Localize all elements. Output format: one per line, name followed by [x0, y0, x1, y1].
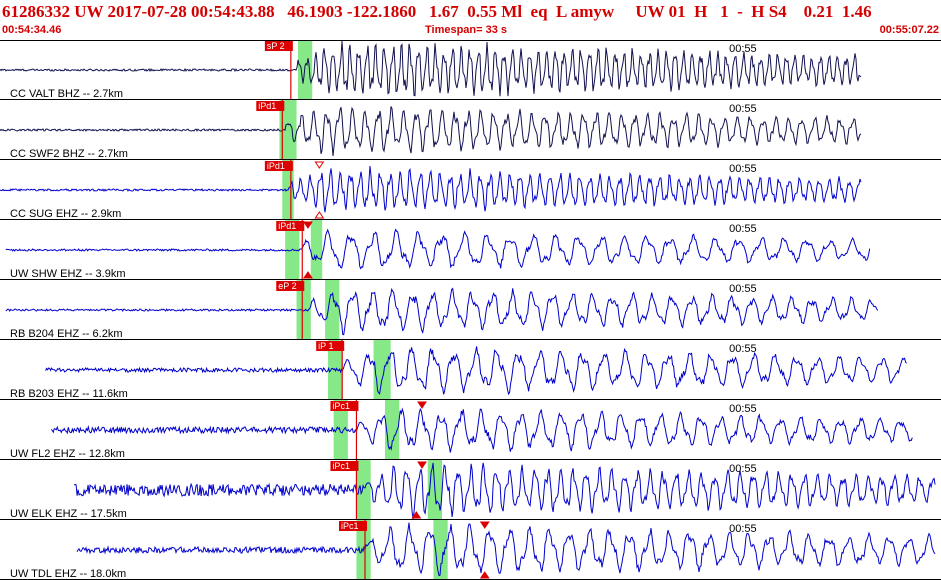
phase-pick-tag[interactable] [256, 101, 285, 111]
minute-tick-label: 00:55 [729, 43, 757, 55]
station-label: RB B203 EHZ -- 11.6km [10, 388, 128, 400]
phase-pick-label: iPc1 [332, 461, 350, 471]
phase-window-band [325, 280, 340, 340]
phase-window-band [373, 340, 391, 400]
phase-pick-tag[interactable] [330, 461, 359, 471]
start-time: 00:54:34.46 [2, 24, 62, 36]
station-label: UW TDL EHZ -- 18.0km [10, 568, 126, 580]
waveform-trace [5, 228, 871, 270]
minute-tick-label: 00:55 [729, 283, 757, 295]
phase-window-band [279, 100, 297, 160]
phase-pick-tag[interactable] [264, 41, 293, 51]
polarity-up-marker [411, 511, 422, 519]
station-label: RB B204 EHZ -- 6.2km [10, 328, 122, 340]
minute-tick-label: 00:55 [729, 523, 757, 535]
phase-window-band [296, 280, 311, 340]
waveform-trace [0, 106, 862, 157]
phase-pick-label: sP 2 [267, 41, 285, 51]
waveform-trace [5, 287, 879, 336]
phase-pick-label: iPd1 [278, 221, 296, 231]
polarity-up-marker [314, 211, 325, 219]
phase-window-band [356, 460, 371, 520]
waveform-trace [76, 522, 936, 577]
station-label: UW FL2 EHZ -- 12.8km [10, 448, 125, 460]
minute-tick-label: 00:55 [729, 103, 757, 115]
header-bar: 61286332 UW 2017-07-28 00:54:43.88 46.19… [0, 0, 941, 40]
station-label: UW SHW EHZ -- 3.9km [10, 268, 126, 280]
phase-pick-label: iPd1 [267, 161, 285, 171]
phase-window-band [297, 40, 313, 100]
waveform-trace [73, 462, 936, 520]
phase-pick-label: iPc1 [332, 401, 350, 411]
phase-window-band [333, 400, 348, 460]
timespan-label: Timespan= 33 s [425, 24, 508, 36]
station-label: CC SUG EHZ -- 2.9km [10, 208, 121, 220]
station-label: CC SWF2 BHZ -- 2.7km [10, 148, 128, 160]
station-label: UW ELK EHZ -- 17.5km [10, 508, 127, 520]
waveform-trace [0, 165, 862, 213]
minute-tick-label: 00:55 [729, 343, 757, 355]
polarity-up-marker [303, 271, 313, 279]
polarity-down-marker [479, 521, 490, 529]
waveform-trace [45, 346, 907, 396]
event-title: 61286332 UW 2017-07-28 00:54:43.88 46.19… [2, 2, 872, 21]
station-label: CC VALT BHZ -- 2.7km [10, 88, 123, 100]
phase-pick-tag[interactable] [276, 221, 305, 231]
phase-pick-label: eP 2 [278, 281, 296, 291]
phase-pick-tag[interactable] [316, 341, 345, 351]
phase-pick-tag[interactable] [330, 401, 359, 411]
phase-pick-tag[interactable] [338, 521, 367, 531]
phase-pick-label: iP 1 [318, 341, 333, 351]
seismogram-plot[interactable]: sP 2 00:55 CC VALT BHZ -- 2.7km iPd1 00:55 CC… [0, 40, 941, 580]
phase-pick-tag[interactable] [264, 161, 293, 171]
polarity-down-marker [303, 221, 313, 229]
waveform-trace [50, 407, 913, 453]
polarity-down-marker [314, 161, 325, 169]
minute-tick-label: 00:55 [729, 223, 757, 235]
end-time: 00:55:07.22 [879, 24, 939, 36]
minute-tick-label: 00:55 [729, 163, 757, 175]
minute-tick-label: 00:55 [729, 463, 757, 475]
phase-window-band [310, 220, 323, 280]
phase-pick-label: iPc1 [341, 521, 359, 531]
waveform-trace [0, 40, 862, 97]
phase-pick-tag[interactable] [276, 281, 305, 291]
phase-pick-label: iPd1 [258, 101, 276, 111]
polarity-down-marker [417, 401, 427, 409]
minute-tick-label: 00:55 [729, 403, 757, 415]
polarity-up-marker [479, 571, 490, 579]
polarity-down-marker [417, 461, 427, 469]
